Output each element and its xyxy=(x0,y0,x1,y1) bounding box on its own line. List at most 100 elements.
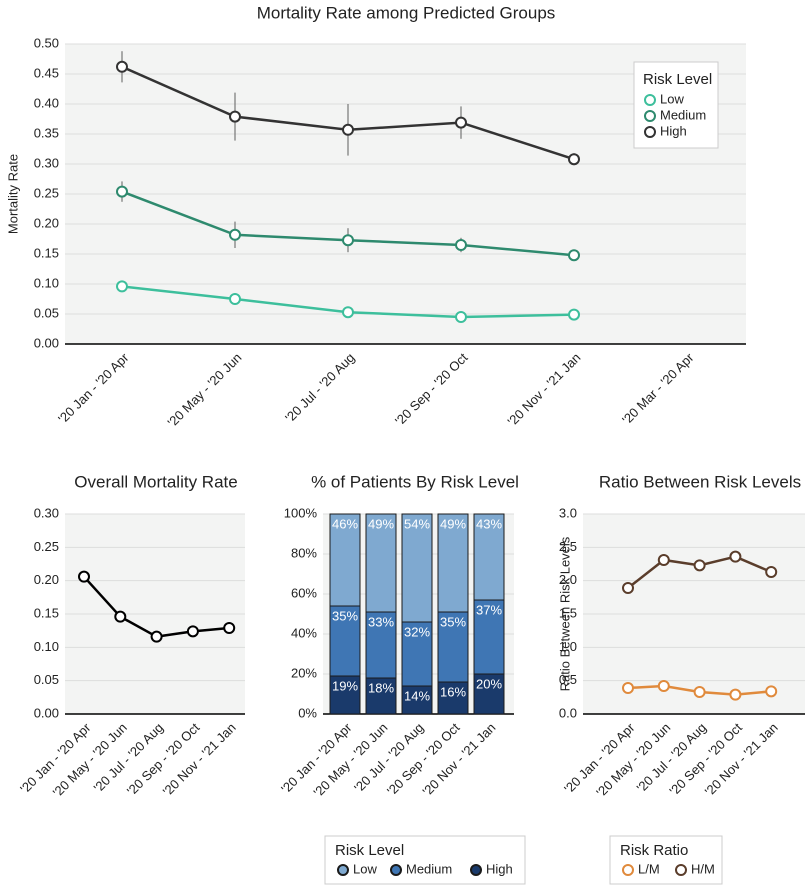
data-point xyxy=(223,622,236,634)
y-tick-label: 0.50 xyxy=(34,35,59,50)
data-point xyxy=(116,185,128,198)
legend-box xyxy=(609,835,723,885)
data-point xyxy=(622,582,634,594)
y-tick-label: 1.0 xyxy=(559,639,577,654)
data-label: 33% xyxy=(368,614,394,629)
y-tick-label: 0.0 xyxy=(559,705,577,720)
chart-title: % of Patients By Risk Level xyxy=(311,472,519,491)
data-label: 35% xyxy=(332,608,358,623)
x-tick-label: '20 Jul - '20 Aug xyxy=(282,350,357,425)
data-label: 32% xyxy=(404,624,430,639)
legend-marker xyxy=(390,864,402,876)
legend-label: Medium xyxy=(406,861,452,876)
data-point xyxy=(657,680,670,692)
x-tick-label: '20 Nov - '21 Jan xyxy=(505,350,584,429)
x-tick-label: '20 Jan - '20 Apr xyxy=(55,349,132,426)
y-tick-label: 0.30 xyxy=(34,505,59,520)
legend-marker xyxy=(644,94,656,106)
data-point xyxy=(455,239,467,251)
data-point xyxy=(116,280,128,293)
chart-title: Ratio Between Risk Levels xyxy=(599,472,801,491)
y-tick-label: 2.5 xyxy=(559,539,577,554)
data-point xyxy=(186,625,199,638)
y-tick-label: 0.10 xyxy=(34,639,59,654)
data-point xyxy=(568,153,580,166)
data-label: 35% xyxy=(440,614,466,629)
legend-marker xyxy=(337,864,349,876)
data-point xyxy=(693,686,706,698)
y-tick-label: 0.20 xyxy=(34,215,59,230)
y-tick-label: 40% xyxy=(291,625,317,640)
legend-label: Low xyxy=(353,861,377,876)
y-tick-label: 0% xyxy=(298,705,317,720)
data-point xyxy=(568,308,580,321)
y-tick-label: 3.0 xyxy=(559,505,577,520)
data-label: 49% xyxy=(440,516,466,531)
data-point xyxy=(568,249,580,262)
legend-title: Risk Level xyxy=(643,71,712,88)
data-label: 16% xyxy=(440,684,466,699)
data-point xyxy=(116,60,128,73)
data-point xyxy=(114,610,127,623)
data-point xyxy=(693,559,706,572)
y-tick-label: 0.40 xyxy=(34,95,59,110)
data-label: 37% xyxy=(476,602,502,617)
chart-title: Overall Mortality Rate xyxy=(74,472,237,491)
data-label: 19% xyxy=(332,678,358,693)
y-tick-label: 20% xyxy=(291,665,317,680)
data-point xyxy=(455,116,467,129)
legend-marker xyxy=(470,864,482,876)
x-tick-label: '20 May - '20 Jun xyxy=(165,350,245,430)
data-point xyxy=(342,306,354,319)
data-point xyxy=(342,234,354,247)
legend-marker xyxy=(675,864,687,876)
y-tick-label: 100% xyxy=(284,505,318,520)
legend-label: Low xyxy=(660,91,684,106)
y-tick-label: 0.00 xyxy=(34,335,59,350)
chart-title: Mortality Rate among Predicted Groups xyxy=(257,3,556,22)
bar-segment xyxy=(329,513,361,607)
data-point xyxy=(729,550,742,563)
data-point xyxy=(622,682,634,694)
y-tick-label: 0.25 xyxy=(34,185,59,200)
y-tick-label: 0.05 xyxy=(34,672,59,687)
y-axis-label: Ratio Between Risk Levels xyxy=(557,536,572,691)
y-tick-label: 0.15 xyxy=(34,245,59,260)
legend-label: High xyxy=(486,861,513,876)
bar-segment xyxy=(473,513,505,601)
bar-segment xyxy=(329,605,361,677)
data-point xyxy=(229,110,241,123)
y-tick-label: 0.25 xyxy=(34,539,59,554)
data-point xyxy=(342,123,354,136)
legend-title: Risk Level xyxy=(335,842,404,859)
y-tick-label: 60% xyxy=(291,585,317,600)
data-label: 43% xyxy=(476,516,502,531)
bar-segment xyxy=(329,675,361,715)
y-tick-label: 0.35 xyxy=(34,125,59,140)
data-label: 46% xyxy=(332,516,358,531)
y-tick-label: 80% xyxy=(291,545,317,560)
bar-segment xyxy=(365,611,397,679)
y-tick-label: 0.30 xyxy=(34,155,59,170)
y-tick-label: 1.5 xyxy=(559,605,577,620)
bar-segment xyxy=(365,677,397,715)
y-tick-label: 0.15 xyxy=(34,605,59,620)
legend-title: Risk Ratio xyxy=(620,842,688,859)
y-axis-label: Mortality Rate xyxy=(5,154,20,234)
legend-label: L/M xyxy=(638,861,660,876)
legend-marker xyxy=(622,864,634,876)
data-point xyxy=(765,685,778,698)
bar-segment xyxy=(437,611,469,683)
data-label: 14% xyxy=(404,688,430,703)
y-tick-label: 0.5 xyxy=(559,672,577,687)
data-point xyxy=(455,311,467,323)
data-point xyxy=(765,566,778,578)
data-point xyxy=(729,688,742,701)
bar-segment xyxy=(401,513,433,623)
data-point xyxy=(229,293,241,305)
legend-box xyxy=(324,835,526,885)
legend-label: Medium xyxy=(660,107,706,122)
y-tick-label: 2.0 xyxy=(559,572,577,587)
data-label: 54% xyxy=(404,516,430,531)
